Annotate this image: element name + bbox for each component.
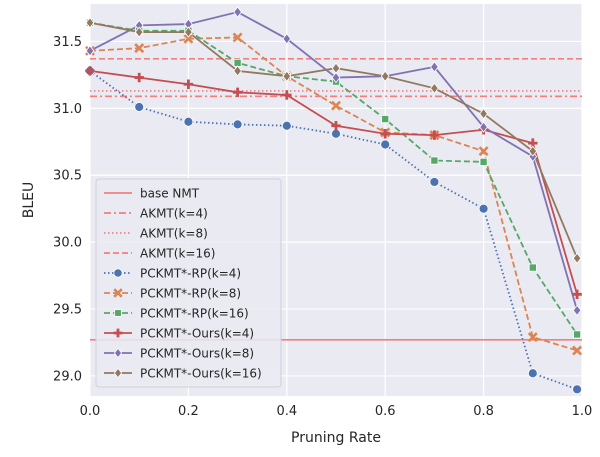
legend-label: base NMT	[140, 186, 200, 200]
legend-label: AKMT(k=4)	[140, 206, 208, 220]
data-point-marker	[331, 100, 341, 111]
legend: base NMT AKMT(k=4) AKMT(k=8) AKMT(k=16) PCKM…	[95, 178, 282, 388]
data-point-marker	[528, 263, 537, 272]
data-point-marker	[527, 332, 538, 343]
data-point-marker	[479, 108, 488, 120]
data-point-marker	[232, 119, 243, 130]
data-point-marker	[430, 82, 439, 94]
data-point-marker	[114, 309, 122, 317]
data-point-marker	[183, 79, 194, 89]
data-point-marker	[527, 368, 538, 379]
data-point-marker	[572, 345, 583, 356]
legend-label: AKMT(k=16)	[140, 246, 215, 260]
data-point-marker	[134, 43, 145, 54]
data-point-marker	[573, 330, 582, 339]
data-point-marker	[380, 139, 391, 150]
data-point-marker	[331, 128, 341, 139]
series-line	[89, 36, 578, 352]
data-point-marker	[478, 146, 489, 157]
data-point-marker	[528, 145, 538, 157]
data-point-marker	[233, 65, 242, 77]
x-tick-label: 0.0	[80, 404, 101, 419]
data-point-marker	[572, 289, 582, 300]
x-tick-label: 0.8	[473, 404, 494, 419]
x-axis-label: Pruning Rate	[291, 430, 381, 446]
data-point-marker	[282, 90, 292, 100]
data-point-marker	[381, 115, 390, 124]
y-tick-label: 31.5	[53, 35, 82, 50]
y-tick-label: 30.0	[53, 236, 82, 251]
data-point-marker	[572, 304, 582, 316]
series-line	[89, 21, 578, 335]
data-point-marker	[232, 87, 243, 98]
data-point-marker	[134, 72, 144, 83]
y-axis-label: BLEU	[21, 182, 37, 219]
data-point-marker	[430, 156, 439, 165]
y-tick-label: 29.5	[53, 303, 82, 318]
y-tick-labels: 29.0 29.5 30.0 30.5 31.0 31.5	[53, 35, 82, 384]
y-tick-label: 29.0	[53, 369, 82, 384]
legend-label: PCKMT*-Ours(k=4)	[140, 326, 254, 340]
data-point-marker	[282, 33, 292, 45]
data-point-marker	[85, 66, 95, 76]
x-tick-label: 0.2	[178, 404, 199, 419]
data-point-marker	[430, 61, 439, 73]
x-tick-labels: 0.0 0.2 0.4 0.6 0.8 1.0	[80, 404, 593, 419]
data-point-marker	[572, 384, 582, 395]
y-tick-label: 31.0	[53, 102, 82, 117]
data-point-marker	[113, 347, 123, 359]
legend-label: PCKMT*-RP(k=4)	[140, 266, 241, 280]
legend-label: AKMT(k=8)	[140, 226, 208, 240]
x-tick-label: 1.0	[572, 404, 593, 419]
data-point-marker	[282, 70, 292, 82]
data-point-marker	[572, 252, 582, 264]
data-point-marker	[331, 62, 341, 74]
data-point-marker	[134, 102, 145, 112]
data-point-marker	[233, 6, 242, 18]
data-point-marker	[331, 121, 341, 131]
data-point-marker	[113, 367, 123, 379]
legend-label: PCKMT*-RP(k=8)	[140, 286, 241, 300]
data-point-marker	[85, 45, 95, 57]
legend-label: PCKMT*-RP(k=16)	[140, 306, 249, 320]
series-markers	[85, 6, 583, 395]
data-point-marker	[183, 116, 194, 127]
data-point-marker	[478, 203, 489, 214]
data-point-marker	[113, 288, 123, 298]
data-point-marker	[113, 328, 123, 338]
data-point-marker	[479, 157, 488, 166]
x-tick-label: 0.6	[375, 404, 396, 419]
x-tick-label: 0.4	[276, 404, 297, 419]
data-point-marker	[380, 129, 390, 139]
data-point-marker	[85, 17, 95, 29]
y-tick-label: 30.5	[53, 169, 82, 184]
data-point-marker	[184, 26, 193, 38]
data-point-marker	[429, 130, 440, 140]
data-point-marker	[232, 32, 243, 43]
data-point-marker	[183, 33, 194, 44]
legend-label: PCKMT*-Ours(k=8)	[140, 346, 254, 360]
data-point-marker	[281, 120, 292, 131]
legend-box	[95, 178, 282, 388]
data-point-marker	[331, 71, 341, 84]
data-point-marker	[134, 26, 144, 38]
data-point-marker	[429, 177, 440, 187]
data-point-marker	[113, 268, 123, 278]
data-point-marker	[380, 70, 390, 82]
data-point-marker	[479, 121, 488, 133]
legend-label: PCKMT*-Ours(k=16)	[140, 366, 262, 380]
